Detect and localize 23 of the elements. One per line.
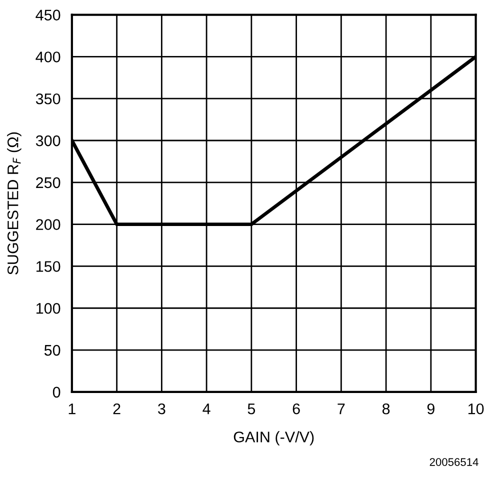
y-tick-label: 200 — [36, 219, 60, 230]
x-tick-label: 1 — [68, 404, 76, 414]
x-tick-label: 9 — [427, 403, 434, 414]
y-tick-label: 50 — [44, 344, 60, 356]
y-tick-label: 400 — [36, 52, 60, 62]
y-tick-label: 300 — [36, 135, 60, 146]
x-tick-label: 4 — [202, 404, 210, 414]
x-tick-label: 10 — [468, 403, 484, 414]
x-tick-label: 7 — [338, 404, 345, 414]
y-tick-label: 150 — [36, 261, 60, 272]
y-tick-label: 0 — [52, 386, 60, 398]
y-tick-label: 100 — [36, 302, 60, 314]
x-tick-label: 6 — [292, 403, 300, 414]
x-tick-label: 8 — [382, 403, 390, 414]
y-axis-title: SUGGESTED R$_{F}$ (Ω) — [7, 132, 22, 275]
x-axis-title: GAIN (-V/V) — [234, 431, 314, 446]
y-tick-label: 350 — [36, 93, 60, 104]
x-tick-label: 5 — [248, 404, 256, 414]
y-tick-label: 250 — [36, 177, 60, 188]
x-tick-label: 2 — [113, 403, 120, 414]
x-tick-label: 3 — [158, 403, 166, 414]
y-tick-label: 450 — [36, 10, 60, 20]
text: 20056514 — [430, 458, 478, 466]
